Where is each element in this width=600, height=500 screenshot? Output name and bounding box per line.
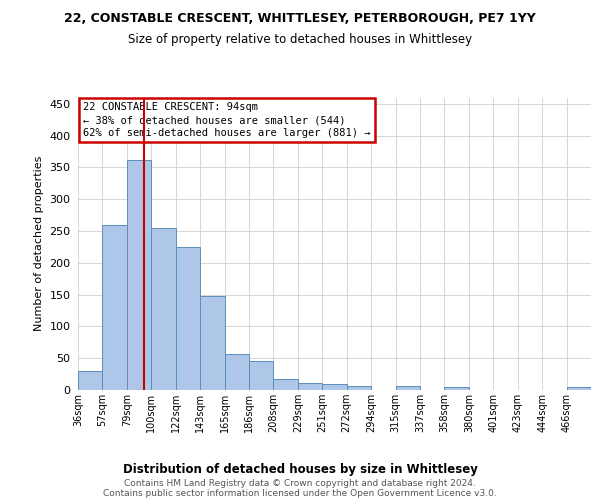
Text: Contains public sector information licensed under the Open Government Licence v3: Contains public sector information licen… — [103, 489, 497, 498]
Bar — [395, 386, 420, 390]
Text: Distribution of detached houses by size in Whittlesey: Distribution of detached houses by size … — [122, 462, 478, 475]
Bar — [566, 388, 591, 390]
Text: Contains HM Land Registry data © Crown copyright and database right 2024.: Contains HM Land Registry data © Crown c… — [124, 479, 476, 488]
Text: Size of property relative to detached houses in Whittlesey: Size of property relative to detached ho… — [128, 32, 472, 46]
Bar — [249, 362, 274, 390]
Text: 22, CONSTABLE CRESCENT, WHITTLESEY, PETERBOROUGH, PE7 1YY: 22, CONSTABLE CRESCENT, WHITTLESEY, PETE… — [64, 12, 536, 26]
Bar — [200, 296, 224, 390]
Bar — [151, 228, 176, 390]
Bar — [322, 384, 347, 390]
Text: 22 CONSTABLE CRESCENT: 94sqm
← 38% of detached houses are smaller (544)
62% of s: 22 CONSTABLE CRESCENT: 94sqm ← 38% of de… — [83, 102, 371, 139]
Bar — [224, 354, 249, 390]
Bar — [445, 388, 469, 390]
Bar — [78, 371, 103, 390]
Y-axis label: Number of detached properties: Number of detached properties — [34, 156, 44, 332]
Bar — [274, 378, 298, 390]
Bar — [103, 224, 127, 390]
Bar — [127, 160, 151, 390]
Bar — [176, 247, 200, 390]
Bar — [298, 383, 322, 390]
Bar — [347, 386, 371, 390]
